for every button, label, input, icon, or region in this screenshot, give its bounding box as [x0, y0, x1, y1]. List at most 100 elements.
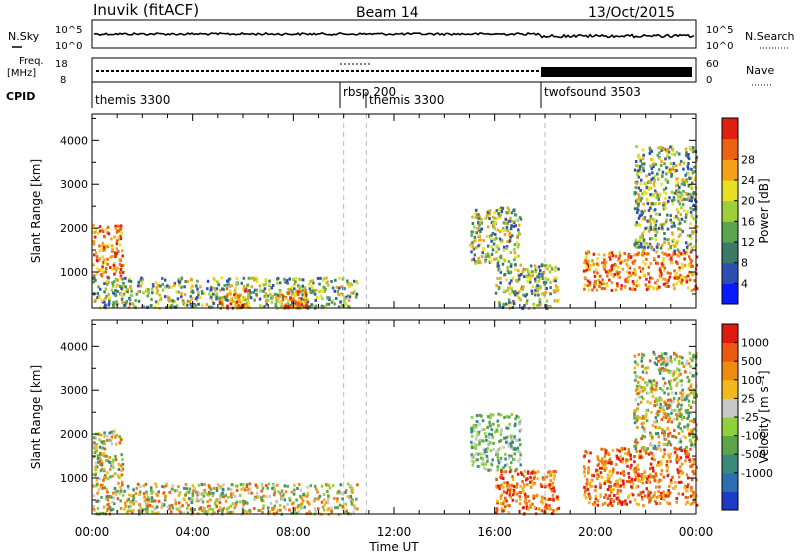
echo-cell [313, 507, 317, 511]
echo-cell [132, 488, 135, 492]
echo-cell [248, 289, 251, 293]
echo-cell [243, 488, 247, 492]
echo-cell [477, 430, 481, 434]
echo-cell [353, 504, 356, 508]
echo-cell [685, 473, 689, 477]
echo-cell [694, 230, 697, 234]
echo-cell [656, 426, 659, 430]
cpid-segment-3: twofsound 3503 [544, 85, 641, 99]
echo-cell [146, 510, 149, 514]
echo-cell [548, 264, 552, 268]
echo-cell [260, 484, 264, 488]
echo-cell [233, 293, 236, 297]
echo-cell [262, 289, 265, 293]
echo-cell [202, 506, 205, 510]
echo-cell [620, 448, 623, 451]
echo-cell [692, 208, 695, 212]
echo-cell [540, 509, 544, 513]
echo-cell [661, 259, 665, 263]
echo-cell [191, 489, 195, 493]
echo-cell [240, 487, 243, 491]
echo-cell [508, 504, 511, 508]
echo-cell [637, 353, 640, 357]
echo-cell [586, 279, 590, 283]
echo-cell [639, 376, 642, 379]
echo-cell [95, 465, 99, 469]
echo-cell [505, 225, 509, 229]
echo-cell [645, 409, 648, 413]
echo-cell [514, 263, 517, 267]
echo-cell [310, 303, 313, 307]
echo-cell [641, 377, 645, 381]
echo-cell [640, 446, 644, 450]
echo-cell [654, 174, 657, 178]
echo-cell [196, 296, 199, 299]
echo-cell [110, 430, 113, 434]
echo-cell [669, 459, 672, 463]
echo-cell [496, 261, 500, 265]
echo-cell [470, 455, 474, 459]
echo-cell [673, 252, 677, 256]
echo-cell [94, 298, 97, 302]
echo-cell [255, 484, 258, 488]
echo-cell [546, 484, 549, 488]
echo-cell [524, 498, 527, 502]
echo-cell [622, 482, 625, 486]
echo-cell [118, 441, 122, 445]
colorbar-tick-label: 100 [741, 374, 762, 387]
echo-cell [686, 449, 689, 453]
echo-cell [616, 448, 619, 452]
echo-cell [634, 186, 637, 190]
echo-cell [116, 474, 120, 478]
echo-cell [681, 492, 685, 496]
echo-cell [92, 230, 95, 234]
echo-cell [616, 274, 620, 278]
echo-cell [649, 451, 652, 455]
echo-cell [604, 270, 608, 274]
echo-cell [105, 508, 109, 512]
colorbar-swatch [722, 361, 738, 381]
echo-cell [689, 391, 693, 395]
echo-cell [640, 242, 643, 246]
echo-cell [475, 231, 478, 235]
echo-cell [617, 489, 620, 493]
echo-cell [599, 484, 602, 488]
echo-cell [98, 499, 101, 503]
echo-cell [651, 247, 654, 251]
echo-cell [694, 395, 697, 399]
echo-cell [199, 285, 202, 289]
echo-cell [511, 477, 515, 481]
echo-cell [507, 240, 511, 244]
echo-cell [92, 444, 95, 448]
echo-cell [215, 287, 219, 291]
echo-cell [610, 288, 614, 292]
echo-cell [338, 276, 341, 280]
echo-cell [485, 234, 488, 238]
echo-cell [644, 415, 648, 419]
echo-cell [552, 477, 556, 481]
echo-cell [276, 483, 279, 487]
echo-cell [516, 446, 520, 450]
echo-cell [242, 482, 245, 486]
echo-cell [644, 182, 648, 186]
echo-cell [646, 381, 650, 385]
echo-cell [649, 462, 653, 466]
echo-cell [129, 500, 132, 504]
echo-cell [490, 221, 494, 225]
echo-cell [492, 242, 496, 246]
echo-cell [605, 282, 608, 286]
echo-cell [638, 389, 642, 393]
echo-cell [98, 269, 102, 273]
echo-cell [668, 402, 672, 405]
echo-cell [101, 243, 104, 247]
echo-cell [311, 279, 314, 283]
echo-cell [122, 284, 125, 288]
echo-cell [644, 283, 648, 287]
echo-cell [120, 286, 123, 290]
echo-cell [661, 170, 665, 174]
echo-cell [544, 511, 548, 515]
echo-cell [620, 287, 623, 291]
echo-cell [195, 284, 198, 288]
echo-cell [499, 270, 503, 274]
echo-cell [215, 504, 218, 508]
